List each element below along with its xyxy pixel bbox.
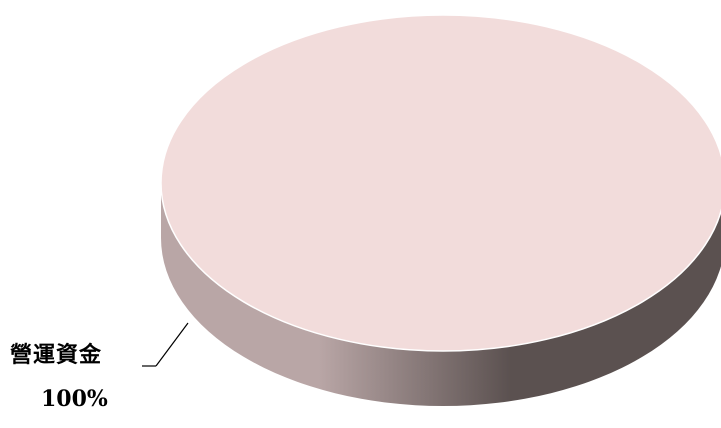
data-label-percent: 100%	[41, 386, 108, 412]
data-label-category: 營運資金	[10, 342, 103, 368]
pie-slice-top	[160, 14, 721, 352]
pie-slice-side	[161, 183, 721, 406]
data-label-leader-line	[155, 322, 189, 367]
